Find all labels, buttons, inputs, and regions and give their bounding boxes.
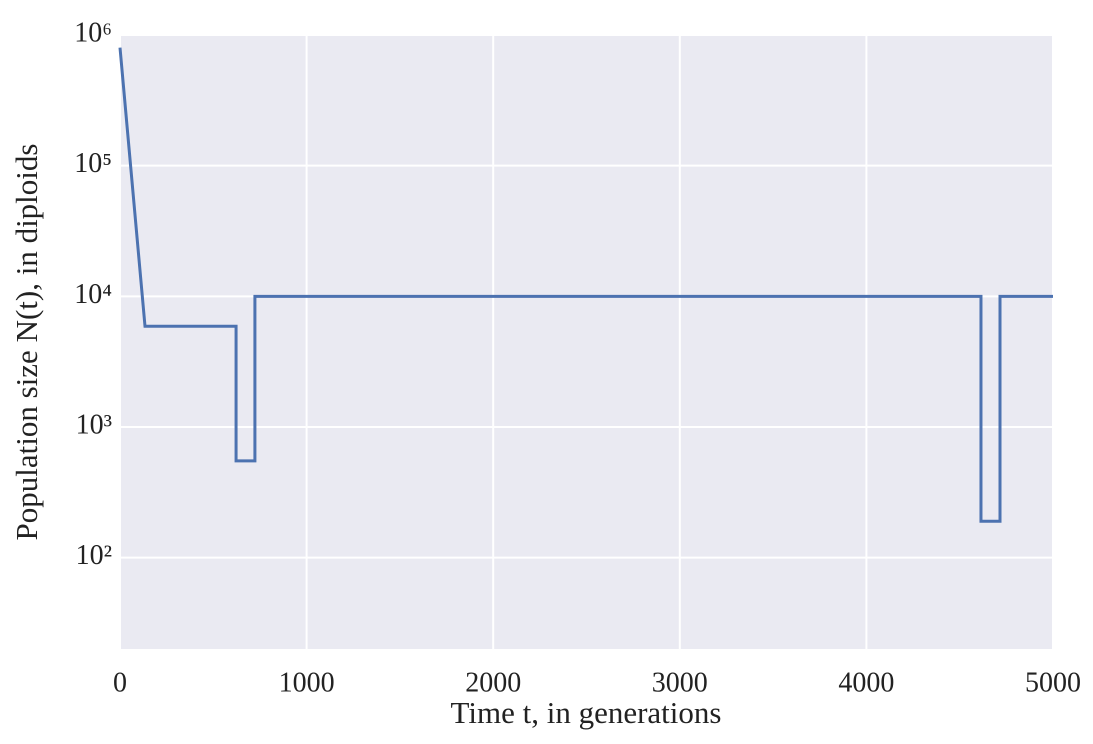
y-tick-label: 10⁵: [74, 148, 112, 179]
x-tick-label: 1000: [279, 667, 335, 698]
x-tick-label: 4000: [838, 667, 894, 698]
y-tick-label: 10⁶: [74, 17, 112, 48]
y-tick-label: 10²: [76, 540, 112, 571]
x-axis-title: Time t, in generations: [451, 695, 722, 730]
y-axis-title: Population size N(t), in diploids: [9, 144, 44, 541]
plot-area: [120, 35, 1053, 649]
x-tick-label: 2000: [465, 667, 521, 698]
x-tick-label: 0: [113, 667, 127, 698]
x-tick-label: 3000: [652, 667, 708, 698]
y-tick-label: 10³: [76, 409, 112, 440]
line: [118, 47, 1053, 523]
y-tick-label: 10⁴: [74, 279, 112, 310]
x-tick-label: 5000: [1025, 667, 1081, 698]
